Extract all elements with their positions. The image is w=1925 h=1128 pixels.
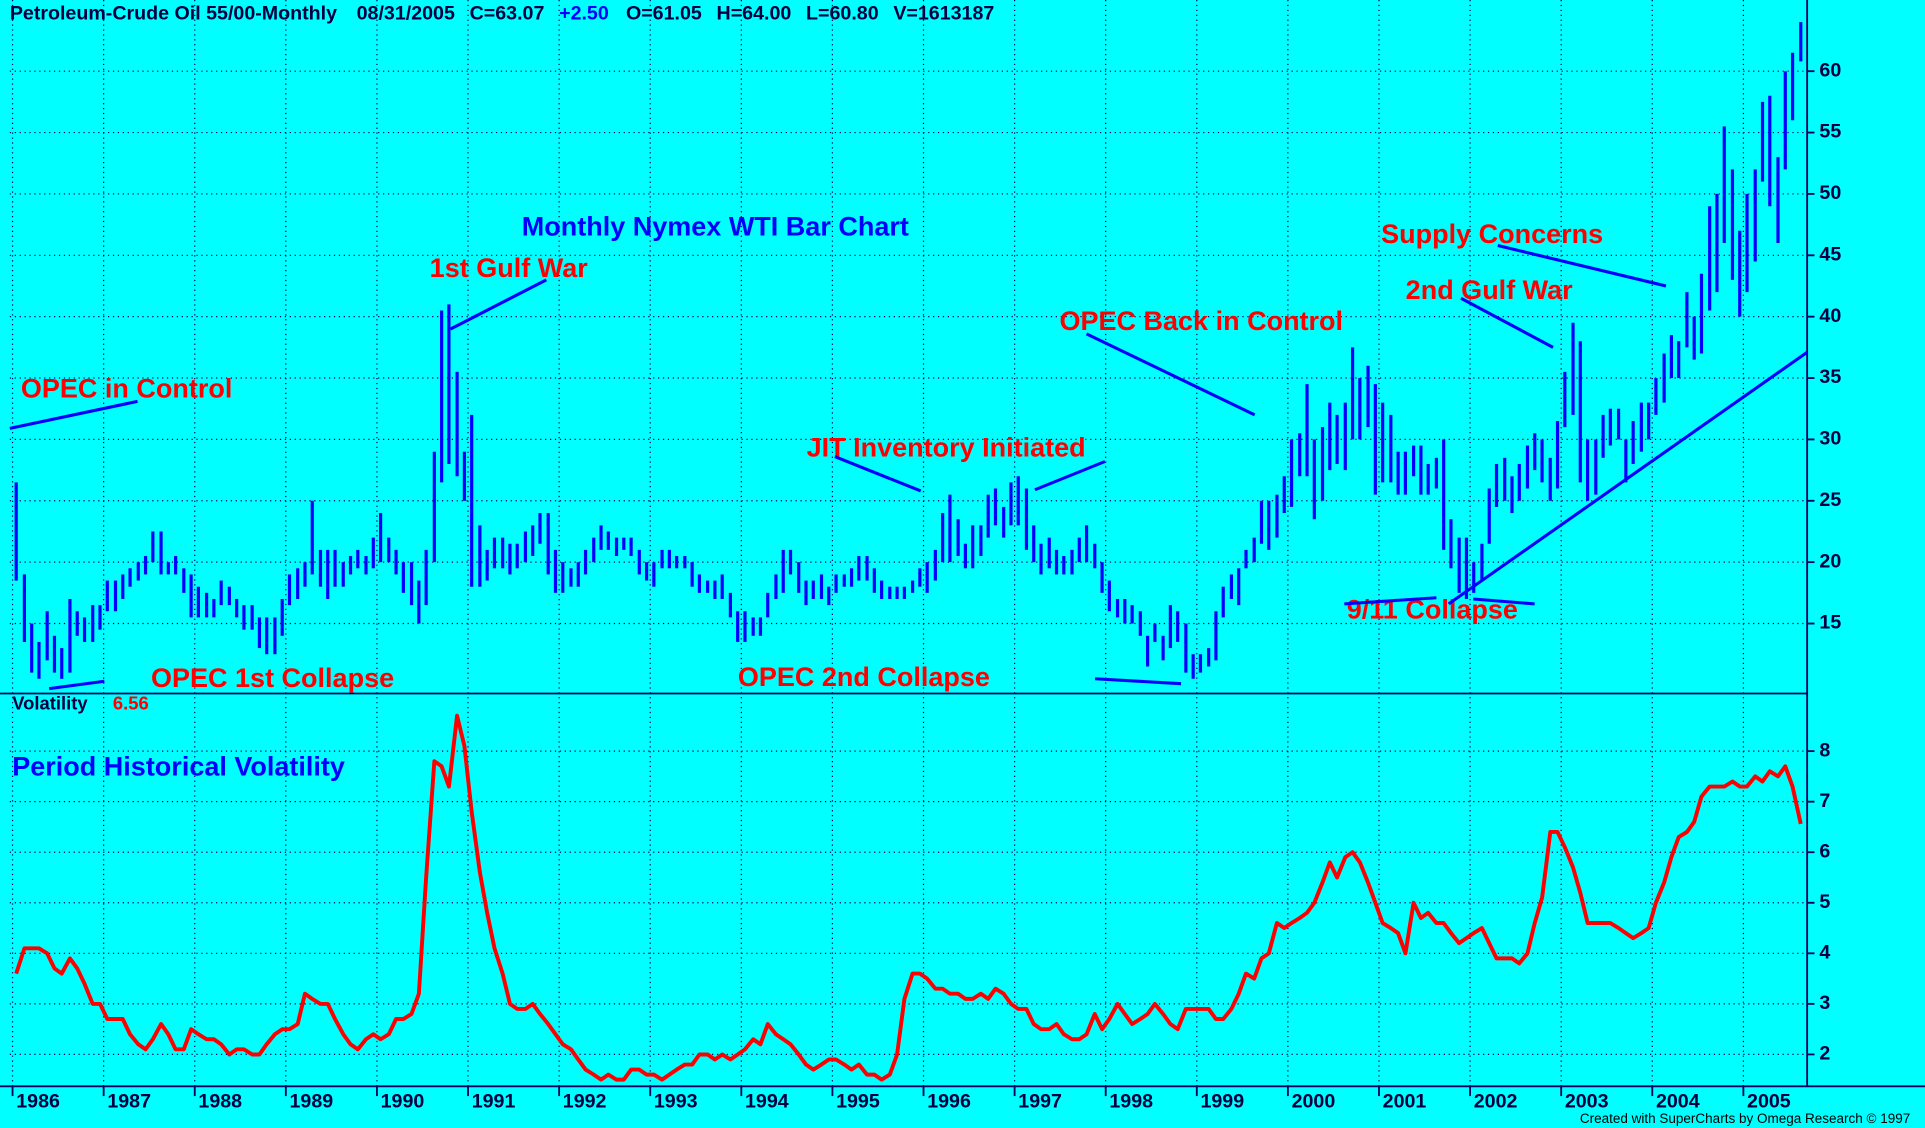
x-tick-label: 1988 bbox=[198, 1090, 242, 1112]
header-item: C=63.07 bbox=[470, 3, 545, 25]
annotation: OPEC Back in Control bbox=[1059, 306, 1343, 336]
x-tick-label: 2000 bbox=[1292, 1090, 1336, 1112]
x-tick-label: 1989 bbox=[290, 1090, 334, 1112]
y-tick-label: 8 bbox=[1819, 739, 1830, 761]
annotation-line bbox=[449, 278, 548, 331]
annotation-line bbox=[1344, 596, 1437, 606]
annotation-line bbox=[1085, 332, 1256, 417]
annotation: OPEC in Control bbox=[21, 373, 233, 403]
annotation-line bbox=[9, 399, 138, 430]
y-tick-label: 50 bbox=[1819, 182, 1841, 204]
x-tick-label: 1999 bbox=[1200, 1090, 1244, 1112]
header-item: O=61.05 bbox=[626, 3, 702, 25]
footer: Created with SuperCharts by Omega Resear… bbox=[1580, 1111, 1910, 1126]
x-tick-label: 1996 bbox=[927, 1090, 971, 1112]
x-tick-label: 1995 bbox=[836, 1090, 880, 1112]
annotations: OPEC in Control OPEC 1st Collapse 1st Gulf… bbox=[9, 219, 1809, 693]
annotation-line bbox=[1460, 296, 1554, 349]
x-tick-label: 1997 bbox=[1018, 1090, 1062, 1112]
y-tick-label: 5 bbox=[1819, 891, 1830, 913]
header: Petroleum-Crude Oil 55/00-Monthly 08/31/2… bbox=[10, 3, 995, 25]
annotation: JIT Inventory Initiated bbox=[807, 432, 1086, 462]
header-item: L=60.80 bbox=[806, 3, 879, 25]
x-tick-label: 1987 bbox=[107, 1090, 151, 1112]
x-tick-label: 2004 bbox=[1656, 1090, 1700, 1112]
annotation-line bbox=[1034, 460, 1106, 492]
header-item: 08/31/2005 bbox=[357, 3, 455, 25]
volatility-line bbox=[14, 713, 1803, 1082]
y-tick-label: 45 bbox=[1819, 243, 1841, 265]
y-tick-label: 6 bbox=[1819, 840, 1830, 862]
annotation: 2nd Gulf War bbox=[1406, 275, 1574, 305]
annotation-line bbox=[1447, 351, 1809, 606]
header-item: +2.50 bbox=[559, 3, 609, 25]
marks bbox=[14, 22, 1803, 1082]
x-tick-label: 2002 bbox=[1474, 1090, 1518, 1112]
annotation-line bbox=[1095, 677, 1182, 686]
header-item: V=1613187 bbox=[893, 3, 994, 25]
annotation: OPEC 2nd Collapse bbox=[738, 662, 990, 692]
x-tick-label: 1992 bbox=[563, 1090, 607, 1112]
x-tick-label: 2001 bbox=[1383, 1090, 1427, 1112]
y-tick-label: 15 bbox=[1819, 612, 1841, 634]
annotation: 1st Gulf War bbox=[430, 253, 589, 283]
annotation: OPEC 1st Collapse bbox=[151, 663, 394, 693]
y-tick-label: 7 bbox=[1819, 790, 1830, 812]
legend-label: Volatility bbox=[12, 692, 88, 713]
grid: 1986 1987 1988 1989 1990 1991 1992 1993 1994 1995… bbox=[9, 0, 1841, 1112]
y-tick-label: 25 bbox=[1819, 489, 1841, 511]
legend-value: 6.56 bbox=[113, 692, 149, 713]
x-tick-label: 1994 bbox=[745, 1090, 789, 1112]
annotation-line bbox=[48, 679, 105, 691]
x-tick-label: 1990 bbox=[381, 1090, 425, 1112]
x-tick-label: 1986 bbox=[16, 1090, 60, 1112]
y-tick-label: 30 bbox=[1819, 428, 1841, 450]
panel-title: Period Historical Volatility bbox=[12, 751, 345, 781]
annotation-line bbox=[834, 455, 922, 493]
y-tick-label: 35 bbox=[1819, 366, 1841, 388]
y-tick-label: 2 bbox=[1819, 1043, 1830, 1065]
y-tick-label: 20 bbox=[1819, 550, 1841, 572]
header-item: Petroleum-Crude Oil 55/00-Monthly bbox=[10, 3, 337, 25]
annotation-line bbox=[1497, 243, 1667, 288]
y-tick-label: 60 bbox=[1819, 59, 1841, 81]
y-tick-label: 4 bbox=[1819, 942, 1830, 964]
annotation-line bbox=[1473, 597, 1535, 606]
y-tick-label: 3 bbox=[1819, 992, 1830, 1014]
x-tick-label: 2003 bbox=[1565, 1090, 1609, 1112]
chart-title: Monthly Nymex WTI Bar Chart bbox=[522, 211, 909, 241]
annotation: Supply Concerns bbox=[1381, 219, 1603, 249]
x-tick-label: 1991 bbox=[472, 1090, 516, 1112]
x-tick-label: 2005 bbox=[1747, 1090, 1791, 1112]
x-tick-label: 1993 bbox=[654, 1090, 698, 1112]
x-tick-label: 1998 bbox=[1109, 1090, 1153, 1112]
y-tick-label: 40 bbox=[1819, 305, 1841, 327]
header-item: H=64.00 bbox=[717, 3, 792, 25]
y-tick-label: 55 bbox=[1819, 121, 1841, 143]
